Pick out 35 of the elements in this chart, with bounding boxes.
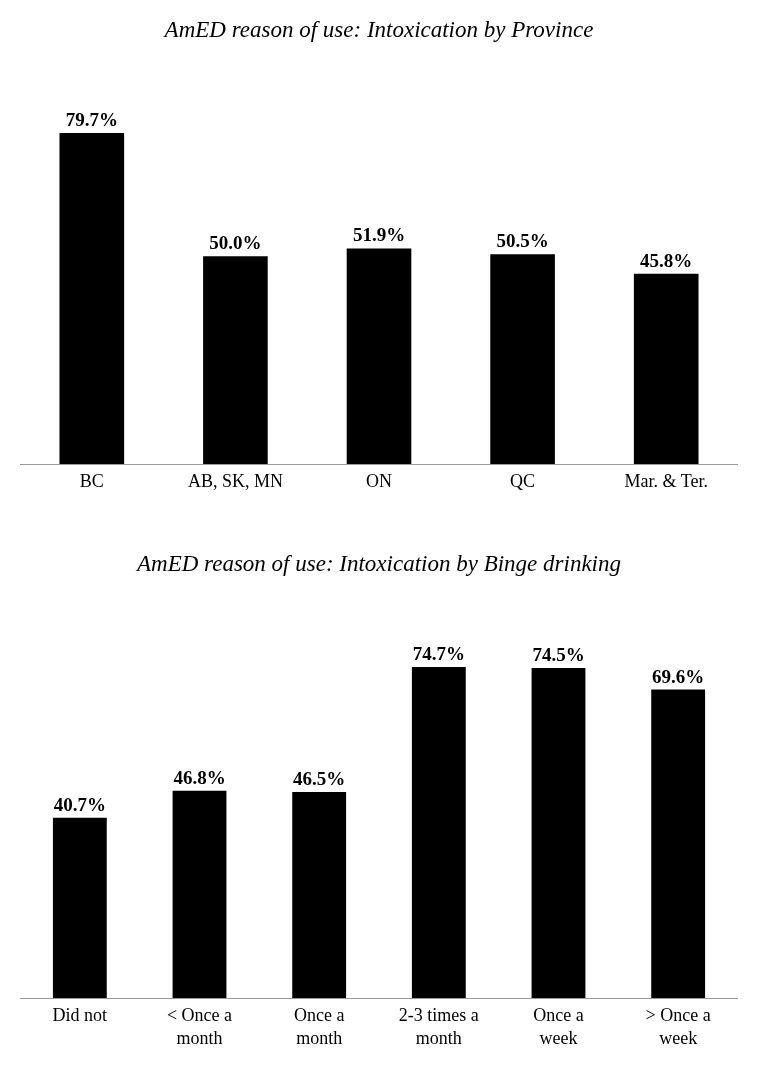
data-label: 40.7%: [53, 793, 106, 815]
data-label: 46.5%: [293, 767, 346, 789]
bar: [531, 667, 586, 998]
x-tick-label: QC: [510, 470, 536, 491]
x-tick-label: < Once a month: [166, 1004, 233, 1048]
data-label: 50.0%: [209, 232, 262, 254]
x-tick-label: Once a month: [293, 1004, 345, 1048]
data-label: 51.9%: [352, 224, 406, 246]
x-tick-label: Once a week: [533, 1004, 584, 1048]
bar: [651, 689, 706, 998]
x-tick-label: > Once a week: [645, 1004, 711, 1048]
x-tick-label: AB, SK, MN: [187, 470, 283, 491]
chart-title: AmED reason of use: Intoxication by Binge drinking: [135, 551, 621, 577]
x-tick-label: 2-3 times a month: [398, 1004, 479, 1048]
bar: [292, 791, 347, 998]
bar: [59, 133, 125, 464]
bar: [633, 273, 699, 464]
bar: [411, 667, 466, 998]
data-label: 74.5%: [532, 643, 585, 665]
bar: [203, 256, 268, 464]
data-label: 74.7%: [412, 643, 465, 665]
chart-title: AmED reason of use: Intoxication by Province: [162, 17, 594, 43]
bar: [172, 790, 227, 998]
bar: [52, 817, 107, 998]
data-label: 46.8%: [173, 766, 226, 788]
x-tick-label: ON: [366, 470, 392, 491]
data-label: 45.8%: [640, 249, 693, 271]
data-label: 69.6%: [652, 665, 705, 687]
data-label: 79.7%: [65, 109, 118, 131]
bar: [490, 254, 555, 464]
x-tick-label: Did not: [52, 1004, 108, 1025]
x-tick-label: Mar. & Ter.: [624, 470, 708, 491]
x-tick-label: BC: [79, 470, 104, 491]
data-label: 50.5%: [496, 230, 549, 252]
bar: [346, 248, 412, 464]
